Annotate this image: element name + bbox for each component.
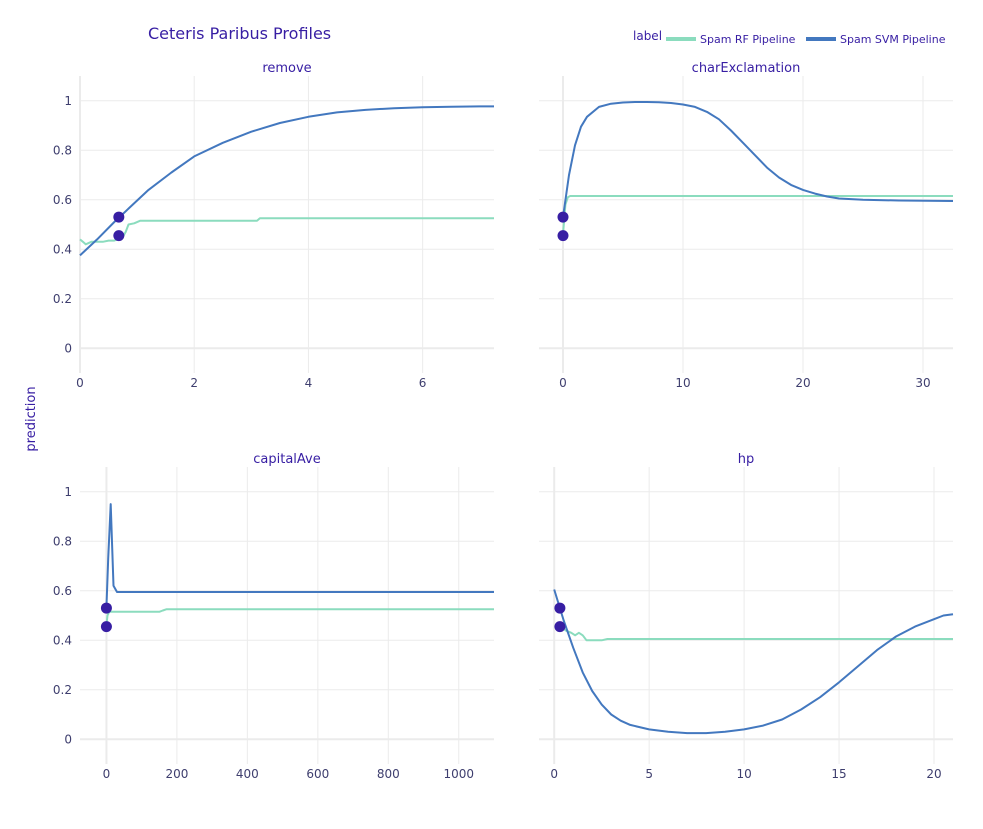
x-tick-label: 5 [645, 767, 653, 781]
x-tick-label: 0 [76, 376, 84, 390]
x-tick-label: 20 [795, 376, 810, 390]
observation-point [557, 211, 569, 223]
x-tick-label: 4 [305, 376, 313, 390]
panel-title-remove: remove [262, 61, 311, 76]
x-tick-label: 2 [190, 376, 198, 390]
y-tick-label: 0 [64, 732, 72, 746]
x-tick-label: 10 [736, 767, 751, 781]
observation-point [113, 211, 125, 223]
y-tick-label: 0.4 [53, 633, 72, 647]
y-tick-label: 0.2 [53, 292, 72, 306]
x-tick-label: 15 [831, 767, 846, 781]
series-line-svm [79, 105, 494, 257]
y-tick-label: 0.6 [53, 584, 72, 598]
x-tick-label: 600 [306, 767, 329, 781]
x-tick-label: 6 [419, 376, 427, 390]
y-tick-label: 0.8 [53, 143, 72, 157]
observation-point [554, 621, 566, 633]
y-tick-label: 1 [64, 485, 72, 499]
x-tick-label: 0 [103, 767, 111, 781]
x-tick-label: 400 [236, 767, 259, 781]
y-tick-label: 1 [64, 94, 72, 108]
legend-label-rf: Spam RF Pipeline [700, 33, 796, 46]
panel-title-capitalAve: capitalAve [253, 452, 320, 467]
legend-title: label [633, 29, 662, 43]
observation-point [113, 230, 125, 242]
panel-title-hp: hp [738, 452, 755, 467]
x-tick-label: 0 [550, 767, 558, 781]
series-line-svm [553, 589, 954, 735]
y-tick-label: 0.8 [53, 534, 72, 548]
series-line-svm [562, 101, 954, 218]
x-tick-label: 1000 [443, 767, 474, 781]
x-tick-label: 20 [926, 767, 941, 781]
y-tick-label: 0.6 [53, 193, 72, 207]
series-line-svm [105, 503, 494, 609]
y-tick-label: 0.4 [53, 242, 72, 256]
y-axis-label: prediction [24, 386, 39, 451]
chart-title: Ceteris Paribus Profiles [148, 24, 331, 43]
x-tick-label: 800 [377, 767, 400, 781]
observation-point [100, 602, 112, 614]
y-tick-label: 0.2 [53, 683, 72, 697]
y-tick-label: 0 [64, 341, 72, 355]
observation-point [554, 602, 566, 614]
panel-title-charExclamation: charExclamation [692, 61, 801, 76]
x-tick-label: 0 [559, 376, 567, 390]
observation-point [557, 230, 569, 242]
series-line-rf [105, 608, 494, 626]
series-line-rf [79, 217, 494, 246]
x-tick-label: 200 [165, 767, 188, 781]
x-tick-label: 10 [675, 376, 690, 390]
series-line-rf [559, 624, 953, 642]
series-line-rf [562, 195, 953, 235]
x-tick-label: 30 [915, 376, 930, 390]
observation-point [100, 621, 112, 633]
legend-label-svm: Spam SVM Pipeline [840, 33, 946, 46]
